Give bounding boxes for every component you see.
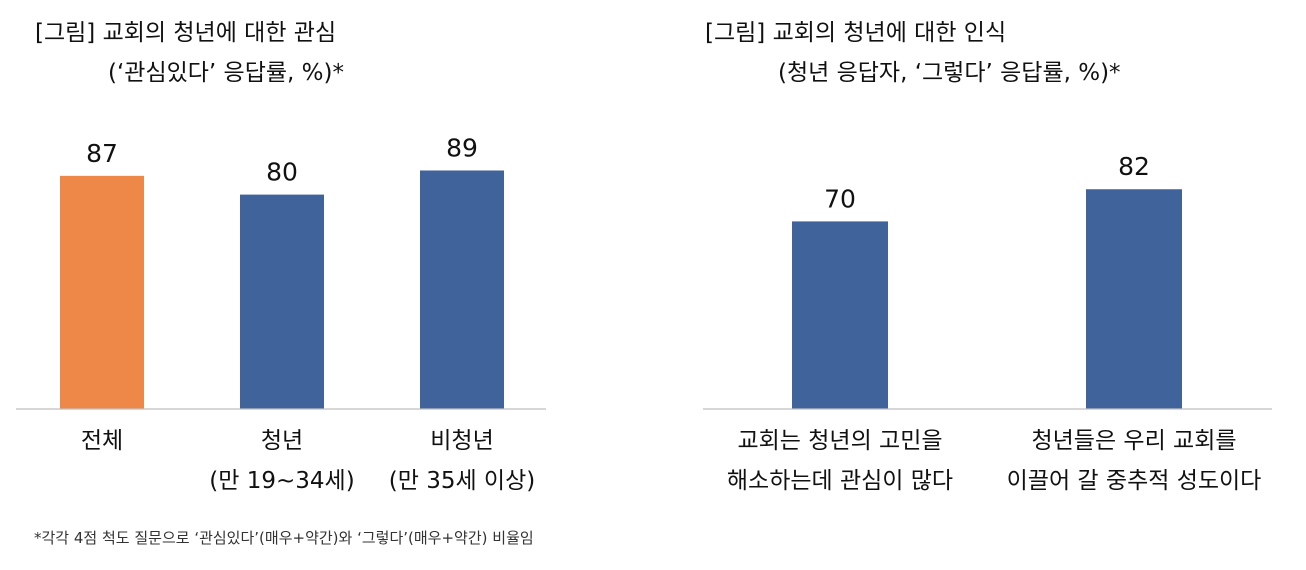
chart1: 87 80 89	[16, 133, 546, 410]
chart1-bar-2	[240, 194, 324, 409]
chart1-value-label-1: 87	[86, 139, 118, 168]
chart2-bar-1	[792, 221, 888, 409]
chart1-category-label-2-line-2: (만 19~34세)	[209, 468, 355, 494]
chart2: 70 82	[703, 152, 1272, 410]
chart2-category-label-1-line-1: 교회는 청년의 고민을	[737, 428, 943, 454]
chart2-title-line1: [그림] 교회의 청년에 대한 인식	[705, 20, 1007, 46]
chart1-title-line2: (‘관심있다’ 응답률, %)*	[108, 60, 344, 86]
chart2-category-label-2-line-2: 이끌어 갈 중추적 성도이다	[1006, 468, 1262, 494]
chart1-value-label-3: 89	[446, 133, 478, 162]
footnote: *각각 4점 척도 질문으로 ‘관심있다’(매우+약간)와 ‘그렇다’(매우+약…	[34, 529, 534, 547]
chart2-title-line2: (청년 응답자, ‘그렇다’ 응답률, %)*	[778, 60, 1121, 86]
chart2-value-label-2: 82	[1118, 152, 1150, 181]
chart1-title-line1: [그림] 교회의 청년에 대한 관심	[35, 20, 337, 46]
chart1-category-label-3-line-1: 비청년	[430, 428, 494, 454]
chart1-bar-1	[60, 175, 144, 409]
chart1-category-label-3-line-2: (만 35세 이상)	[388, 468, 536, 494]
chart1-value-label-2: 80	[266, 158, 298, 187]
chart1-category-label-1-line-1: 전체	[80, 428, 124, 454]
chart2-bar-2	[1086, 189, 1182, 409]
chart1-category-label-2-line-1: 청년	[260, 428, 304, 454]
chart2-value-label-1: 70	[824, 184, 856, 213]
chart1-bar-3	[420, 170, 504, 409]
chart2-category-label-2-line-1: 청년들은 우리 교회를	[1031, 428, 1237, 454]
chart2-category-label-1-line-2: 해소하는데 관심이 많다	[726, 468, 954, 494]
